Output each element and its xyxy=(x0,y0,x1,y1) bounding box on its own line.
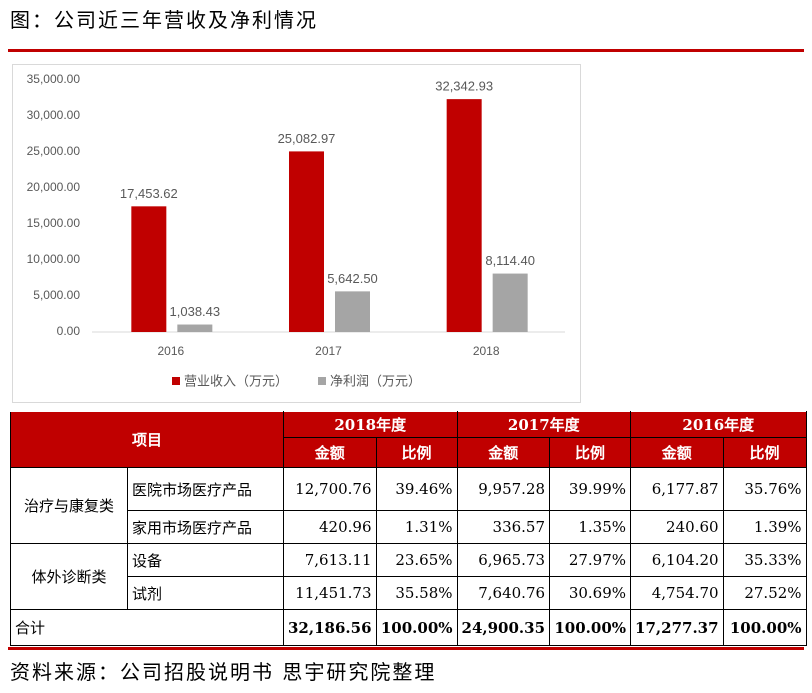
table-cell: 100.00% xyxy=(375,609,458,646)
table-cell: 家用市场医疗产品 xyxy=(127,510,284,544)
table-cell: 医院市场医疗产品 xyxy=(127,467,284,511)
table-cell: 32,186.56 xyxy=(283,609,377,646)
table-cell: 100.00% xyxy=(549,609,632,646)
legend-label: 营业收入（万元） xyxy=(184,373,288,388)
x-tick-label: 2018 xyxy=(473,344,500,358)
table-cell: 17,277.37 xyxy=(630,609,724,646)
data-label: 32,342.93 xyxy=(435,79,493,94)
table-cell: 7,640.76 xyxy=(456,576,551,610)
table-cell: 9,957.28 xyxy=(456,467,551,511)
y-tick-label: 20,000.00 xyxy=(27,180,81,194)
table-cell: 420.96 xyxy=(283,510,377,544)
table-row: 体外诊断类 设备 7,613.11 23.65% 6,965.73 27.97% 6,104… xyxy=(10,543,807,610)
bar xyxy=(492,273,528,332)
table-cell: 35.33% xyxy=(722,543,807,577)
table-cell: 336.57 xyxy=(456,510,551,544)
table-cell: 6,104.20 xyxy=(630,543,724,577)
bar xyxy=(177,324,213,332)
table-cell: 12,700.76 xyxy=(283,467,377,511)
legend-swatch xyxy=(172,377,180,385)
bar xyxy=(289,151,324,332)
y-tick-label: 15,000.00 xyxy=(27,216,81,230)
table-cell: 23.65% xyxy=(375,543,458,577)
table-cell: 比例 xyxy=(375,437,458,468)
table-cell: 金额 xyxy=(630,437,724,468)
table-cell: 项目 xyxy=(10,411,284,468)
data-label: 1,038.43 xyxy=(170,304,221,319)
table-cell: 6,965.73 xyxy=(456,543,551,577)
table-cell: 6,177.87 xyxy=(630,467,724,511)
table-cell: 1.35% xyxy=(549,510,632,544)
table-cell: 治疗与康复类 xyxy=(10,467,128,544)
table-cell: 39.99% xyxy=(549,467,632,511)
table-cell: 4,754.70 xyxy=(630,576,724,610)
table-row: 治疗与康复类 医院市场医疗产品 12,700.76 39.46% 9,957.28 39.… xyxy=(10,467,807,544)
table-cell: 7,613.11 xyxy=(283,543,377,577)
source-note: 资料来源：公司招股说明书 思宇研究院整理 xyxy=(10,660,437,684)
table-cell: 金额 xyxy=(456,437,551,468)
data-label: 25,082.97 xyxy=(278,131,336,146)
table-cell: 设备 xyxy=(127,543,284,577)
table-cell: 11,451.73 xyxy=(283,576,377,610)
table-row: 合计 32,186.56 100.00% 24,900.35 100.00% 17,277… xyxy=(10,609,807,646)
table-cell: 35.76% xyxy=(722,467,807,511)
table-cell: 1.31% xyxy=(375,510,458,544)
y-tick-label: 10,000.00 xyxy=(27,252,81,266)
data-table: 项目 2018年度 2017年度 2016年度 金额 比例 金额 比例 金额 比例 治疗与康复类 医院… xyxy=(10,411,807,646)
table-cell: 金额 xyxy=(283,437,377,468)
table-cell: 试剂 xyxy=(127,576,284,610)
table-row: 金额 比例 金额 比例 金额 比例 xyxy=(11,437,807,468)
title: 图：公司近三年营收及净利情况 xyxy=(10,8,318,32)
table-row: 家用市场医疗产品 420.96 1.31% 336.57 1.35% 240.60 1.39… xyxy=(11,510,807,544)
table-cell: 39.46% xyxy=(375,467,458,511)
table-cell: 2018年度 xyxy=(283,411,458,438)
bar xyxy=(131,206,167,332)
table-cell: 30.69% xyxy=(549,576,632,610)
divider xyxy=(8,49,804,52)
legend-swatch xyxy=(318,377,326,385)
table-cell: 体外诊断类 xyxy=(10,543,128,610)
table-cell: 35.58% xyxy=(375,576,458,610)
x-tick-label: 2016 xyxy=(157,344,184,358)
bar xyxy=(335,291,370,332)
chart: 0.00 5,000.00 10,000.00 15,000.00 20,000.00 2… xyxy=(12,64,581,403)
table-cell: 1.39% xyxy=(722,510,807,544)
table-cell: 240.60 xyxy=(630,510,724,544)
table-cell: 比例 xyxy=(549,437,632,468)
table-cell: 100.00% xyxy=(722,609,807,646)
table-row: 项目 2018年度 2017年度 2016年度 xyxy=(10,411,807,468)
data-label: 8,114.40 xyxy=(485,253,535,268)
table-cell: 合计 xyxy=(10,609,284,646)
y-tick-label: 0.00 xyxy=(57,324,81,338)
data-label: 17,453.62 xyxy=(120,186,178,201)
divider xyxy=(8,647,804,650)
data-label: 5,642.50 xyxy=(327,271,378,286)
y-tick-label: 30,000.00 xyxy=(27,108,81,122)
table-cell: 24,900.35 xyxy=(456,609,551,646)
table-cell: 2017年度 xyxy=(456,411,632,438)
y-tick-label: 5,000.00 xyxy=(33,288,80,302)
y-tick-label: 25,000.00 xyxy=(27,144,81,158)
x-tick-label: 2017 xyxy=(315,344,342,358)
table-cell: 27.97% xyxy=(549,543,632,577)
y-tick-label: 35,000.00 xyxy=(27,72,81,86)
table-cell: 27.52% xyxy=(722,576,807,610)
table-row: 试剂 11,451.73 35.58% 7,640.76 30.69% 4,754.70 2… xyxy=(11,576,807,610)
table-cell: 2016年度 xyxy=(630,411,807,438)
legend-label: 净利润（万元） xyxy=(330,373,421,388)
bar xyxy=(446,99,482,332)
table-cell: 比例 xyxy=(722,437,807,468)
